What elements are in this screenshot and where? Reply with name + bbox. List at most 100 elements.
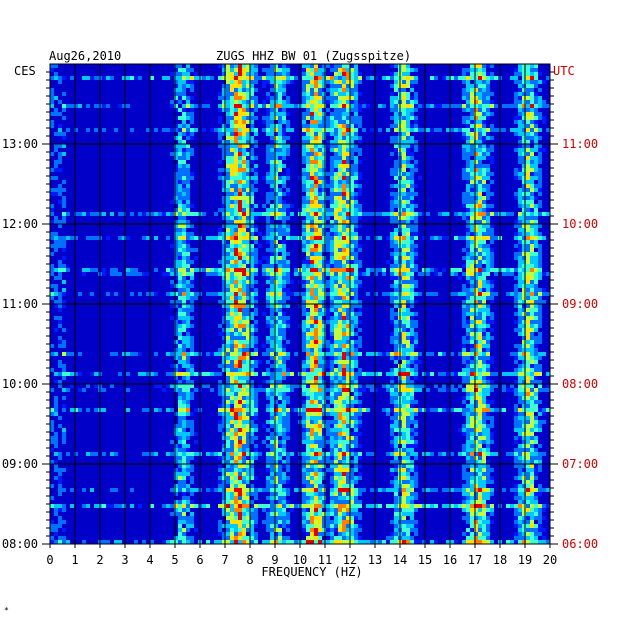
- spectrogram-cell: [406, 236, 410, 240]
- spectrogram-cell: [282, 296, 286, 300]
- spectrogram-cell: [226, 184, 230, 188]
- spectrogram-cell: [326, 272, 330, 276]
- spectrogram-cell: [406, 92, 410, 96]
- spectrogram-cell: [230, 148, 234, 152]
- spectrogram-cell: [342, 200, 346, 204]
- spectrogram-cell: [310, 96, 314, 100]
- spectrogram-cell: [178, 392, 182, 396]
- spectrogram-cell: [222, 200, 226, 204]
- spectrogram-cell: [350, 88, 354, 92]
- spectrogram-cell: [222, 316, 226, 320]
- spectrogram-cell: [330, 360, 334, 364]
- spectrogram-cell: [474, 192, 478, 196]
- spectrogram-cell: [222, 184, 226, 188]
- spectrogram-cell: [482, 196, 486, 200]
- spectrogram-cell: [338, 120, 342, 124]
- spectrogram-cell: [214, 212, 218, 216]
- spectrogram-cell: [530, 168, 534, 172]
- spectrogram-cell: [422, 236, 426, 240]
- spectrogram-cell: [174, 264, 178, 268]
- spectrogram-cell: [230, 328, 234, 332]
- spectrogram-cell: [314, 232, 318, 236]
- spectrogram-cell: [522, 168, 526, 172]
- spectrogram-cell: [486, 348, 490, 352]
- spectrogram-cell: [342, 240, 346, 244]
- spectrogram-cell: [402, 324, 406, 328]
- spectrogram-cell: [226, 104, 230, 108]
- spectrogram-cell: [62, 200, 66, 204]
- spectrogram-cell: [250, 180, 254, 184]
- spectrogram-cell: [522, 328, 526, 332]
- spectrogram-cell: [466, 148, 470, 152]
- spectrogram-cell: [338, 180, 342, 184]
- spectrogram-cell: [406, 324, 410, 328]
- spectrogram-cell: [522, 136, 526, 140]
- spectrogram-cell: [170, 272, 174, 276]
- spectrogram-cell: [302, 244, 306, 248]
- spectrogram-cell: [322, 168, 326, 172]
- spectrogram-cell: [234, 380, 238, 384]
- spectrogram-cell: [330, 364, 334, 368]
- spectrogram-cell: [282, 264, 286, 268]
- spectrogram-cell: [282, 268, 286, 272]
- spectrogram-cell: [338, 328, 342, 332]
- spectrogram-cell: [470, 152, 474, 156]
- spectrogram-cell: [474, 84, 478, 88]
- spectrogram-cell: [474, 272, 478, 276]
- spectrogram-cell: [266, 116, 270, 120]
- spectrogram-cell: [534, 128, 538, 132]
- spectrogram-cell: [390, 108, 394, 112]
- spectrogram-cell: [474, 384, 478, 388]
- spectrogram-cell: [274, 344, 278, 348]
- spectrogram-cell: [402, 120, 406, 124]
- spectrogram-cell: [390, 272, 394, 276]
- spectrogram-cell: [334, 296, 338, 300]
- spectrogram-cell: [514, 360, 518, 364]
- spectrogram-cell: [346, 96, 350, 100]
- spectrogram-cell: [318, 108, 322, 112]
- spectrogram-cell: [234, 336, 238, 340]
- spectrogram-cell: [182, 360, 186, 364]
- spectrogram-cell: [254, 280, 258, 284]
- spectrogram-cell: [486, 248, 490, 252]
- spectrogram-cell: [310, 316, 314, 320]
- spectrogram-cell: [342, 148, 346, 152]
- spectrogram-cell: [350, 216, 354, 220]
- spectrogram-cell: [486, 288, 490, 292]
- spectrogram-cell: [530, 68, 534, 72]
- spectrogram-cell: [282, 104, 286, 108]
- spectrogram-cell: [482, 396, 486, 400]
- spectrogram-cell: [262, 236, 266, 240]
- spectrogram-cell: [318, 236, 322, 240]
- spectrogram-cell: [322, 184, 326, 188]
- spectrogram-cell: [482, 320, 486, 324]
- spectrogram-cell: [182, 276, 186, 280]
- spectrogram-cell: [178, 136, 182, 140]
- spectrogram-cell: [302, 368, 306, 372]
- spectrogram-cell: [182, 196, 186, 200]
- spectrogram-cell: [106, 292, 110, 296]
- spectrogram-cell: [490, 320, 494, 324]
- spectrogram-cell: [274, 380, 278, 384]
- spectrogram-cell: [478, 312, 482, 316]
- spectrogram-cell: [486, 168, 490, 172]
- spectrogram-cell: [50, 252, 54, 256]
- spectrogram-cell: [178, 364, 182, 368]
- spectrogram-cell: [274, 256, 278, 260]
- spectrogram-cell: [346, 224, 350, 228]
- spectrogram-cell: [530, 212, 534, 216]
- spectrogram-cell: [238, 208, 242, 212]
- spectrogram-cell: [90, 236, 94, 240]
- spectrogram-cell: [538, 232, 542, 236]
- spectrogram-cell: [326, 344, 330, 348]
- spectrogram-cell: [514, 176, 518, 180]
- spectrogram-cell: [222, 400, 226, 404]
- spectrogram-cell: [526, 364, 530, 368]
- spectrogram-cell: [526, 108, 530, 112]
- spectrogram-cell: [238, 396, 242, 400]
- spectrogram-cell: [238, 280, 242, 284]
- station-title: ZUGS HHZ BW 01 (Zugsspitze): [216, 49, 412, 63]
- spectrogram-cell: [174, 364, 178, 368]
- spectrogram-cell: [254, 340, 258, 344]
- spectrogram-cell: [74, 372, 78, 376]
